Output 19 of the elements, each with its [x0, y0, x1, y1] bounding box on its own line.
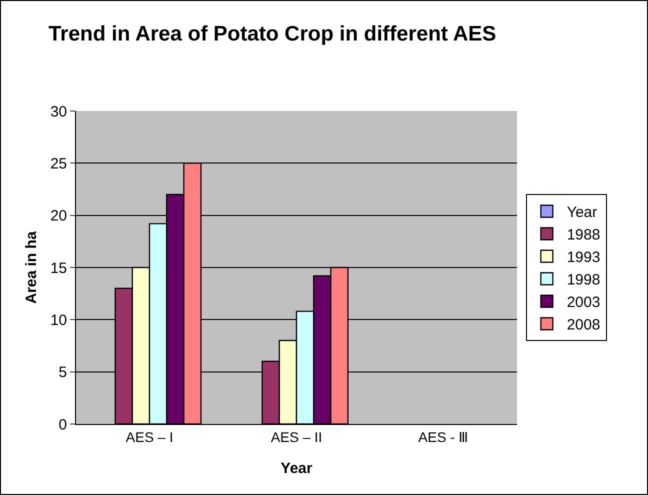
chart-title: Trend in Area of Potato Crop in different AES [48, 22, 496, 46]
legend-label: 2003 [566, 294, 600, 312]
x-tick-label: AES – I [126, 428, 174, 445]
y-tick-label: 10 [50, 312, 67, 329]
legend-label: 2008 [566, 316, 600, 334]
legend-label: 1988 [566, 226, 600, 244]
x-tick-label: AES – II [270, 428, 322, 445]
legend-label: Year [566, 204, 598, 222]
x-axis-title: Year [280, 460, 313, 477]
y-tick-label: 25 [50, 155, 67, 172]
legend-label: 1998 [566, 272, 600, 289]
y-tick-label: 5 [58, 364, 67, 382]
y-tick-label: 0 [58, 416, 67, 434]
x-tick-label: AES - Ⅲ [418, 428, 469, 445]
y-tick-label: 20 [50, 208, 67, 225]
y-tick-label: 15 [50, 260, 67, 277]
y-axis-title: Area in ha [23, 230, 40, 304]
legend-label: 1993 [566, 249, 600, 266]
y-tick-label: 30 [50, 103, 67, 120]
